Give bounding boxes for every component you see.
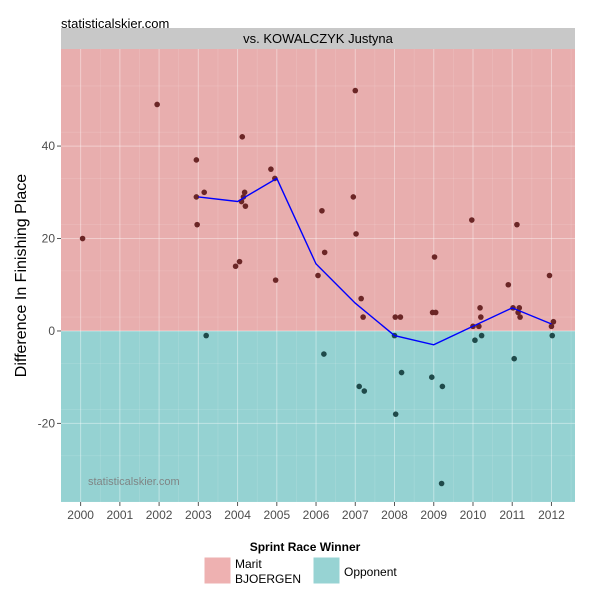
- y-tick-label: 40: [42, 139, 56, 153]
- data-point: [514, 221, 520, 228]
- legend-label: Marit: [235, 557, 262, 571]
- watermark: statisticalskier.com: [88, 476, 180, 488]
- data-point: [517, 314, 523, 320]
- data-point: [398, 369, 405, 376]
- data-point: [478, 314, 484, 320]
- y-axis-label: Difference In Finishing Place: [13, 174, 30, 377]
- y-tick-label: 0: [48, 324, 55, 338]
- data-point: [194, 221, 200, 228]
- panel-strip: [61, 28, 575, 49]
- data-point: [319, 207, 325, 214]
- legend-label: Opponent: [344, 565, 397, 579]
- data-point: [516, 305, 523, 311]
- data-point: [428, 374, 435, 380]
- data-point: [392, 314, 399, 320]
- data-point: [321, 351, 327, 357]
- data-point: [241, 189, 248, 196]
- data-point: [239, 134, 246, 140]
- data-point: [193, 194, 200, 200]
- data-point: [550, 318, 557, 325]
- data-point: [242, 203, 249, 209]
- data-point: [477, 305, 483, 311]
- data-point: [350, 194, 357, 200]
- y-tick-label: -20: [38, 416, 56, 430]
- data-point: [472, 337, 478, 344]
- x-tick-label: 2006: [303, 508, 330, 522]
- data-point: [432, 309, 439, 316]
- data-point: [154, 101, 160, 108]
- data-point: [272, 277, 279, 283]
- data-point: [201, 189, 208, 196]
- x-tick-label: 2011: [499, 508, 525, 522]
- data-point: [505, 281, 512, 288]
- data-point: [358, 295, 364, 302]
- data-point: [548, 323, 555, 330]
- x-tick-label: 2007: [342, 508, 369, 522]
- data-point: [232, 263, 239, 270]
- x-tick-label: 2003: [185, 508, 212, 522]
- data-point: [203, 332, 209, 339]
- data-point: [353, 231, 359, 237]
- trend-line: [198, 177, 552, 346]
- data-point: [352, 87, 359, 94]
- legend-swatch: [203, 556, 232, 585]
- data-point: [356, 383, 362, 390]
- data-point: [361, 388, 368, 394]
- data-point: [469, 217, 475, 223]
- data-point: [79, 235, 86, 242]
- chart-title: vs. KOWALCZYK Justyna: [243, 31, 394, 46]
- data-point: [193, 157, 200, 163]
- region-opponent-ahead: [61, 49, 575, 331]
- x-tick-label: 2001: [107, 508, 134, 522]
- legend-swatch: [312, 556, 341, 585]
- site-label: statisticalskier.com: [61, 16, 170, 31]
- data-point: [360, 314, 366, 320]
- data-point: [511, 355, 517, 362]
- legend-label: BJOERGEN: [235, 572, 301, 586]
- x-tick-label: 2008: [381, 508, 408, 522]
- data-point: [321, 249, 328, 256]
- legend-title: Sprint Race Winner: [250, 540, 361, 554]
- data-point: [438, 480, 445, 487]
- x-tick-label: 2010: [460, 508, 487, 522]
- x-tick-label: 2002: [146, 508, 173, 522]
- x-tick-label: 2012: [538, 508, 565, 522]
- x-tick-label: 2005: [263, 508, 290, 522]
- data-point: [392, 411, 399, 417]
- x-tick-label: 2004: [224, 508, 251, 522]
- x-tick-label: 2000: [67, 508, 94, 522]
- y-tick-label: 20: [42, 232, 56, 246]
- x-tick-label: 2009: [420, 508, 447, 522]
- data-point: [431, 254, 438, 260]
- data-point: [549, 332, 556, 339]
- data-point: [397, 314, 404, 320]
- data-point: [439, 383, 446, 390]
- data-point: [546, 272, 553, 279]
- data-point: [268, 166, 274, 172]
- data-point: [478, 332, 485, 339]
- data-point: [315, 272, 321, 279]
- data-point: [236, 258, 243, 265]
- region-bjoergen-ahead: [61, 330, 575, 502]
